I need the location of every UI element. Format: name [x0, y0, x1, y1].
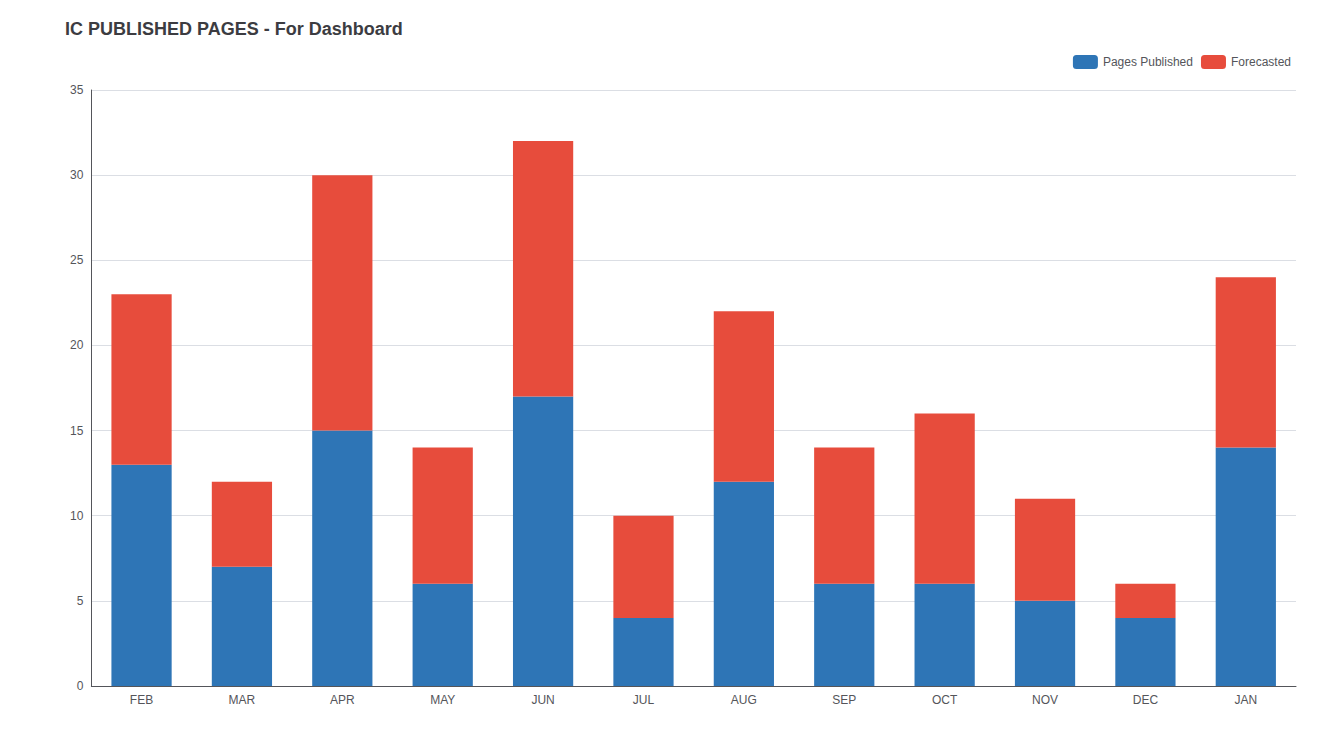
svg-text:15: 15: [70, 424, 84, 438]
svg-text:25: 25: [70, 253, 84, 267]
svg-text:APR: APR: [330, 693, 355, 707]
svg-text:Forecasted: Forecasted: [1231, 55, 1291, 69]
svg-text:JAN: JAN: [1234, 693, 1257, 707]
svg-text:0: 0: [77, 679, 84, 693]
svg-text:SEP: SEP: [832, 693, 856, 707]
svg-text:JUN: JUN: [531, 693, 554, 707]
svg-text:NOV: NOV: [1032, 693, 1058, 707]
svg-text:FEB: FEB: [130, 693, 153, 707]
svg-text:MAR: MAR: [229, 693, 256, 707]
svg-text:20: 20: [70, 338, 84, 352]
svg-text:30: 30: [70, 168, 84, 182]
svg-text:IC PUBLISHED PAGES - For Dashb: IC PUBLISHED PAGES - For Dashboard: [65, 19, 403, 39]
svg-text:JUL: JUL: [633, 693, 655, 707]
svg-text:10: 10: [70, 509, 84, 523]
svg-text:DEC: DEC: [1133, 693, 1159, 707]
svg-text:OCT: OCT: [932, 693, 958, 707]
svg-text:MAY: MAY: [430, 693, 455, 707]
svg-text:AUG: AUG: [731, 693, 757, 707]
svg-text:Pages Published: Pages Published: [1103, 55, 1193, 69]
svg-text:5: 5: [77, 594, 84, 608]
svg-text:35: 35: [70, 83, 84, 97]
